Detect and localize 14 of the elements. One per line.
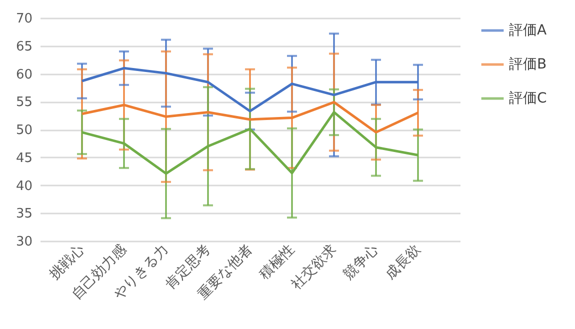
legend-label: 評価B <box>509 56 547 72</box>
y-tick-label: 65 <box>16 39 32 54</box>
y-tick-label: 60 <box>16 67 32 82</box>
y-tick-label: 40 <box>16 178 32 194</box>
legend-label: 評価A <box>509 22 547 38</box>
y-tick-label: 30 <box>16 234 32 250</box>
y-tick-label: 55 <box>16 95 32 110</box>
x-tick-label: 競争心 <box>340 242 382 283</box>
y-tick-label: 50 <box>16 123 32 138</box>
x-tick-label: 成長欲 <box>382 242 424 283</box>
y-tick-label: 70 <box>16 12 32 26</box>
y-tick-label: 35 <box>16 206 32 222</box>
y-tick-label: 45 <box>16 150 32 166</box>
legend-label: 評価C <box>509 90 547 106</box>
